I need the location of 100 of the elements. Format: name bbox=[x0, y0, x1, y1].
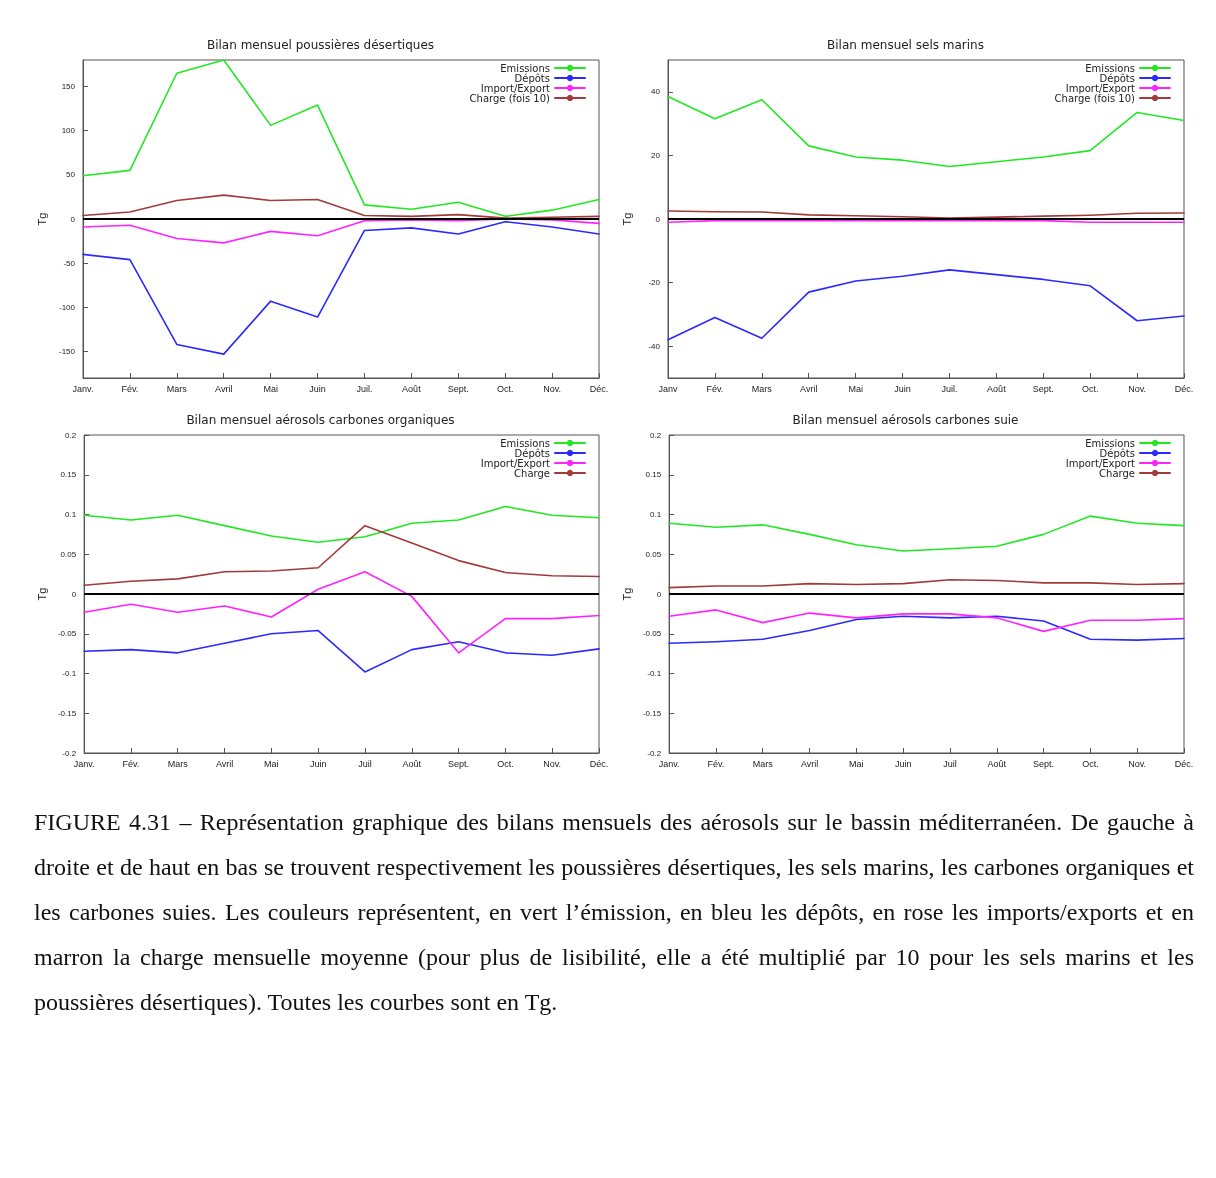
x-tick-label: Sept. bbox=[447, 383, 469, 394]
x-tick-label: Fév. bbox=[121, 383, 139, 394]
x-tick-label: Juil bbox=[358, 758, 372, 769]
x-tick-label: Juin bbox=[309, 383, 326, 394]
y-tick-label: 0.2 bbox=[650, 430, 662, 440]
legend-label: Import/Export bbox=[480, 82, 551, 94]
y-tick-label: -50 bbox=[63, 258, 76, 268]
y-tick-label: -0.2 bbox=[647, 748, 662, 758]
x-tick-label: Mai bbox=[264, 758, 279, 769]
x-tick-label: Oct. bbox=[1081, 383, 1099, 394]
line-series bbox=[82, 59, 600, 218]
y-tick-label: -0.2 bbox=[62, 748, 77, 758]
legend-label: Emissions bbox=[500, 437, 550, 449]
y-tick-label: -0.05 bbox=[642, 629, 662, 639]
y-tick-label: 0 bbox=[655, 214, 661, 224]
x-tick-label: Juin bbox=[894, 383, 911, 394]
y-tick-label: -0.15 bbox=[642, 708, 662, 718]
legend-label: Dépôts bbox=[1099, 72, 1135, 84]
x-tick-label: Mars bbox=[167, 758, 189, 769]
x-tick-label: Fév. bbox=[706, 383, 724, 394]
y-tick-label: -0.1 bbox=[62, 669, 77, 678]
x-tick-label: Nov. bbox=[543, 383, 562, 394]
legend-label: Emissions bbox=[1085, 437, 1135, 449]
x-tick-label: Nov. bbox=[543, 758, 562, 769]
line-series bbox=[83, 524, 600, 587]
x-tick-label: Mars bbox=[752, 758, 774, 769]
line-series bbox=[82, 194, 600, 219]
x-tick-label: Janv. bbox=[73, 758, 95, 769]
y-tick-label: 0.15 bbox=[645, 470, 662, 480]
y-tick-label: 150 bbox=[61, 82, 76, 91]
x-tick-label: Oct. bbox=[496, 383, 514, 394]
x-tick-label: Janv. bbox=[658, 758, 680, 769]
line-series bbox=[83, 505, 600, 544]
legend-label: Import/Export bbox=[1065, 82, 1136, 94]
y-tick-label: 40 bbox=[651, 87, 661, 97]
y-tick-label: 0.05 bbox=[60, 549, 77, 559]
x-tick-label: Avril bbox=[800, 383, 818, 394]
x-tick-label: Juin bbox=[309, 758, 327, 769]
y-tick-label: -0.1 bbox=[647, 669, 662, 678]
y-tick-label: -40 bbox=[648, 341, 661, 351]
y-tick-label: -0.15 bbox=[57, 708, 77, 718]
legend-label: Dépôts bbox=[514, 72, 550, 84]
x-tick-label: Juil. bbox=[941, 383, 958, 394]
x-tick-label: Mars bbox=[166, 383, 188, 394]
legend-label: Dépôts bbox=[514, 447, 550, 459]
x-tick-label: Janv bbox=[658, 383, 678, 394]
x-tick-label: Juin bbox=[894, 758, 912, 769]
caption: FIGURE 4.31 – Représentation graphique des bilans mensuels des aérosols sur le bassin méditerranéen. De gauche à droite et de haut en bas se trouvent respectivement les poussières désertiques, les sels marins, les carbones organiques et les carbones suies. Les couleurs représentent, en vert l’émission, en bleu les dépôts, en rose les imports/exports et en marron la charge mensuelle moyenne (pour plus de lisibilité, elle a été multiplié par 10 pour les sels marins et les poussières désertiques). Toutes les courbes sont en Tg. bbox=[34, 808, 1194, 1017]
y-tick-label: -150 bbox=[58, 347, 76, 356]
x-tick-label: Fév. bbox=[122, 758, 140, 769]
y-tick-label: 50 bbox=[66, 170, 76, 180]
x-tick-label: Sept. bbox=[448, 758, 470, 769]
y-tick-label: -100 bbox=[58, 302, 76, 312]
x-tick-label: Nov. bbox=[1128, 758, 1147, 769]
x-tick-label: Fév. bbox=[707, 758, 725, 769]
y-tick-label: -20 bbox=[648, 278, 661, 288]
y-tick-label: 0.05 bbox=[645, 549, 662, 559]
x-tick-label: Janv. bbox=[72, 383, 94, 394]
y-tick-label: -0.05 bbox=[57, 629, 77, 639]
line-series bbox=[667, 269, 1185, 341]
x-tick-label: Avril bbox=[800, 758, 819, 769]
x-tick-label: Mai bbox=[849, 758, 864, 769]
x-tick-label: Sept. bbox=[1032, 383, 1054, 394]
line-series bbox=[668, 578, 1185, 589]
x-tick-label: Sept. bbox=[1033, 758, 1055, 769]
x-tick-label: Oct. bbox=[497, 758, 514, 769]
chart-title: Bilan mensuel aérosols carbones suie bbox=[792, 413, 1019, 427]
line-series bbox=[668, 609, 1185, 633]
x-tick-label: Août bbox=[987, 758, 1007, 769]
x-tick-label: Juil. bbox=[356, 383, 373, 394]
y-tick-label: 0 bbox=[656, 589, 662, 599]
chart-title: Bilan mensuel aérosols carbones organiques bbox=[186, 413, 455, 427]
x-tick-label: Mars bbox=[751, 383, 773, 394]
line-series bbox=[82, 220, 600, 355]
x-tick-label: Oct. bbox=[1082, 758, 1099, 769]
y-tick-label: 0 bbox=[70, 214, 76, 224]
y-tick-label: 0.1 bbox=[650, 510, 662, 519]
chart-title: Bilan mensuel sels marins bbox=[827, 38, 984, 52]
legend-label: Import/Export bbox=[1065, 457, 1136, 469]
x-tick-label: Août bbox=[402, 383, 422, 394]
x-tick-label: Déc. bbox=[1174, 758, 1194, 769]
x-tick-label: Déc. bbox=[589, 758, 609, 769]
y-tick-label: 0.15 bbox=[60, 470, 77, 480]
legend-label: Emissions bbox=[1085, 62, 1135, 74]
line-series bbox=[83, 629, 600, 673]
y-tick-label: 0 bbox=[71, 589, 77, 599]
line-series bbox=[83, 570, 600, 654]
x-tick-label: Déc. bbox=[589, 383, 609, 394]
line-series bbox=[668, 515, 1185, 552]
x-tick-label: Déc. bbox=[1174, 383, 1194, 394]
x-tick-label: Mai bbox=[848, 383, 863, 394]
y-tick-label: 0.2 bbox=[65, 430, 77, 440]
x-tick-label: Avril bbox=[215, 383, 233, 394]
x-tick-label: Juil bbox=[943, 758, 957, 769]
y-axis-title: Tg bbox=[35, 212, 48, 226]
line-series bbox=[667, 210, 1185, 219]
legend-label: Emissions bbox=[500, 62, 550, 74]
legend-label: Dépôts bbox=[1099, 447, 1135, 459]
y-axis-title: Tg bbox=[620, 587, 633, 601]
legend-label: Import/Export bbox=[480, 457, 551, 469]
